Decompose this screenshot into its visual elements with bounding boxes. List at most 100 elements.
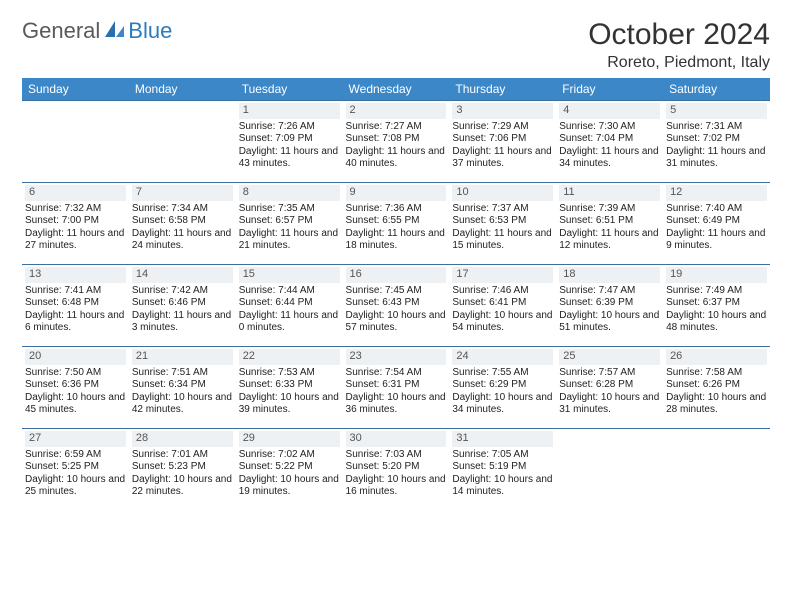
calendar-cell: 5 Sunrise: 7:31 AMSunset: 7:02 PMDaylight…	[663, 101, 770, 183]
daylight-text: Daylight: 10 hours and 39 minutes.	[239, 392, 340, 417]
sunrise-text: Sunrise: 7:46 AM	[452, 285, 553, 298]
sunset-text: Sunset: 6:55 PM	[346, 215, 447, 228]
day-number: 25	[559, 349, 660, 365]
sunrise-text: Sunrise: 7:29 AM	[452, 121, 553, 134]
calendar-cell: 12Sunrise: 7:40 AMSunset: 6:49 PMDayligh…	[663, 183, 770, 265]
sunrise-text: Sunrise: 7:47 AM	[559, 285, 660, 298]
sunset-text: Sunset: 6:51 PM	[559, 215, 660, 228]
calendar-cell: 21Sunrise: 7:51 AMSunset: 6:34 PMDayligh…	[129, 347, 236, 429]
day-number: 12	[666, 185, 767, 201]
daylight-text: Daylight: 11 hours and 43 minutes.	[239, 146, 340, 171]
sunset-text: Sunset: 6:26 PM	[666, 379, 767, 392]
daylight-text: Daylight: 10 hours and 48 minutes.	[666, 310, 767, 335]
sunset-text: Sunset: 6:46 PM	[132, 297, 233, 310]
day-number: 20	[25, 349, 126, 365]
sunrise-text: Sunrise: 7:42 AM	[132, 285, 233, 298]
daylight-text: Daylight: 10 hours and 14 minutes.	[452, 474, 553, 499]
calendar-cell	[663, 429, 770, 511]
daylight-text: Daylight: 10 hours and 42 minutes.	[132, 392, 233, 417]
calendar-cell: 29Sunrise: 7:02 AMSunset: 5:22 PMDayligh…	[236, 429, 343, 511]
day-number: 10	[452, 185, 553, 201]
calendar-cell: 7Sunrise: 7:34 AMSunset: 6:58 PMDaylight…	[129, 183, 236, 265]
calendar-cell: 15Sunrise: 7:44 AMSunset: 6:44 PMDayligh…	[236, 265, 343, 347]
sunset-text: Sunset: 7:09 PM	[239, 133, 340, 146]
daylight-text: Daylight: 11 hours and 31 minutes.	[666, 146, 767, 171]
calendar-cell: 14Sunrise: 7:42 AMSunset: 6:46 PMDayligh…	[129, 265, 236, 347]
sunrise-text: Sunrise: 7:35 AM	[239, 203, 340, 216]
sunrise-text: Sunrise: 7:41 AM	[25, 285, 126, 298]
calendar-cell: 19Sunrise: 7:49 AMSunset: 6:37 PMDayligh…	[663, 265, 770, 347]
sunrise-text: Sunrise: 7:31 AM	[666, 121, 767, 134]
day-number: 2	[346, 103, 447, 119]
calendar-cell: 4Sunrise: 7:30 AMSunset: 7:04 PMDaylight…	[556, 101, 663, 183]
sunrise-text: Sunrise: 7:49 AM	[666, 285, 767, 298]
sunrise-text: Sunrise: 6:59 AM	[25, 449, 126, 462]
day-header-row: Sunday Monday Tuesday Wednesday Thursday…	[22, 78, 770, 101]
day-number: 22	[239, 349, 340, 365]
daylight-text: Daylight: 11 hours and 18 minutes.	[346, 228, 447, 253]
col-saturday: Saturday	[663, 78, 770, 101]
calendar-cell	[556, 429, 663, 511]
daylight-text: Daylight: 10 hours and 57 minutes.	[346, 310, 447, 335]
location-label: Roreto, Piedmont, Italy	[588, 54, 770, 72]
calendar-cell: 23Sunrise: 7:54 AMSunset: 6:31 PMDayligh…	[343, 347, 450, 429]
daylight-text: Daylight: 10 hours and 28 minutes.	[666, 392, 767, 417]
day-number: 3	[452, 103, 553, 119]
day-number: 31	[452, 431, 553, 447]
calendar-cell: 24Sunrise: 7:55 AMSunset: 6:29 PMDayligh…	[449, 347, 556, 429]
sunrise-text: Sunrise: 7:03 AM	[346, 449, 447, 462]
sail-icon	[104, 19, 126, 44]
day-number: 5	[666, 103, 767, 119]
daylight-text: Daylight: 10 hours and 16 minutes.	[346, 474, 447, 499]
header: General Blue October 2024 Roreto, Piedmo…	[22, 18, 770, 72]
sunset-text: Sunset: 6:48 PM	[25, 297, 126, 310]
daylight-text: Daylight: 10 hours and 45 minutes.	[25, 392, 126, 417]
day-number: 14	[132, 267, 233, 283]
calendar-cell: 6Sunrise: 7:32 AMSunset: 7:00 PMDaylight…	[22, 183, 129, 265]
sunrise-text: Sunrise: 7:54 AM	[346, 367, 447, 380]
calendar-cell	[129, 101, 236, 183]
sunset-text: Sunset: 6:31 PM	[346, 379, 447, 392]
calendar-cell: 8Sunrise: 7:35 AMSunset: 6:57 PMDaylight…	[236, 183, 343, 265]
sunset-text: Sunset: 6:28 PM	[559, 379, 660, 392]
sunset-text: Sunset: 7:02 PM	[666, 133, 767, 146]
col-sunday: Sunday	[22, 78, 129, 101]
sunset-text: Sunset: 7:06 PM	[452, 133, 553, 146]
calendar-cell: 26Sunrise: 7:58 AMSunset: 6:26 PMDayligh…	[663, 347, 770, 429]
daylight-text: Daylight: 10 hours and 22 minutes.	[132, 474, 233, 499]
sunset-text: Sunset: 6:36 PM	[25, 379, 126, 392]
sunrise-text: Sunrise: 7:36 AM	[346, 203, 447, 216]
sunset-text: Sunset: 6:33 PM	[239, 379, 340, 392]
sunrise-text: Sunrise: 7:40 AM	[666, 203, 767, 216]
day-number: 7	[132, 185, 233, 201]
daylight-text: Daylight: 10 hours and 54 minutes.	[452, 310, 553, 335]
sunset-text: Sunset: 6:37 PM	[666, 297, 767, 310]
sunrise-text: Sunrise: 7:39 AM	[559, 203, 660, 216]
day-number: 16	[346, 267, 447, 283]
calendar-cell: 11Sunrise: 7:39 AMSunset: 6:51 PMDayligh…	[556, 183, 663, 265]
sunrise-text: Sunrise: 7:58 AM	[666, 367, 767, 380]
sunset-text: Sunset: 5:20 PM	[346, 461, 447, 474]
sunset-text: Sunset: 6:57 PM	[239, 215, 340, 228]
calendar-cell: 20Sunrise: 7:50 AMSunset: 6:36 PMDayligh…	[22, 347, 129, 429]
sunset-text: Sunset: 6:34 PM	[132, 379, 233, 392]
sunrise-text: Sunrise: 7:45 AM	[346, 285, 447, 298]
sunrise-text: Sunrise: 7:55 AM	[452, 367, 553, 380]
day-number: 1	[239, 103, 340, 119]
page-title: October 2024	[588, 18, 770, 52]
calendar-cell: 17Sunrise: 7:46 AMSunset: 6:41 PMDayligh…	[449, 265, 556, 347]
calendar-cell	[22, 101, 129, 183]
calendar-cell: 16 Sunrise: 7:45 AMSunset: 6:43 PMDayligh…	[343, 265, 450, 347]
sunset-text: Sunset: 5:23 PM	[132, 461, 233, 474]
col-friday: Friday	[556, 78, 663, 101]
daylight-text: Daylight: 11 hours and 21 minutes.	[239, 228, 340, 253]
daylight-text: Daylight: 11 hours and 27 minutes.	[25, 228, 126, 253]
logo: General Blue	[22, 18, 172, 44]
sunset-text: Sunset: 6:43 PM	[346, 297, 447, 310]
day-number: 9	[346, 185, 447, 201]
calendar-page: General Blue October 2024 Roreto, Piedmo…	[0, 0, 792, 521]
daylight-text: Daylight: 10 hours and 31 minutes.	[559, 392, 660, 417]
sunset-text: Sunset: 6:58 PM	[132, 215, 233, 228]
daylight-text: Daylight: 11 hours and 40 minutes.	[346, 146, 447, 171]
daylight-text: Daylight: 11 hours and 15 minutes.	[452, 228, 553, 253]
